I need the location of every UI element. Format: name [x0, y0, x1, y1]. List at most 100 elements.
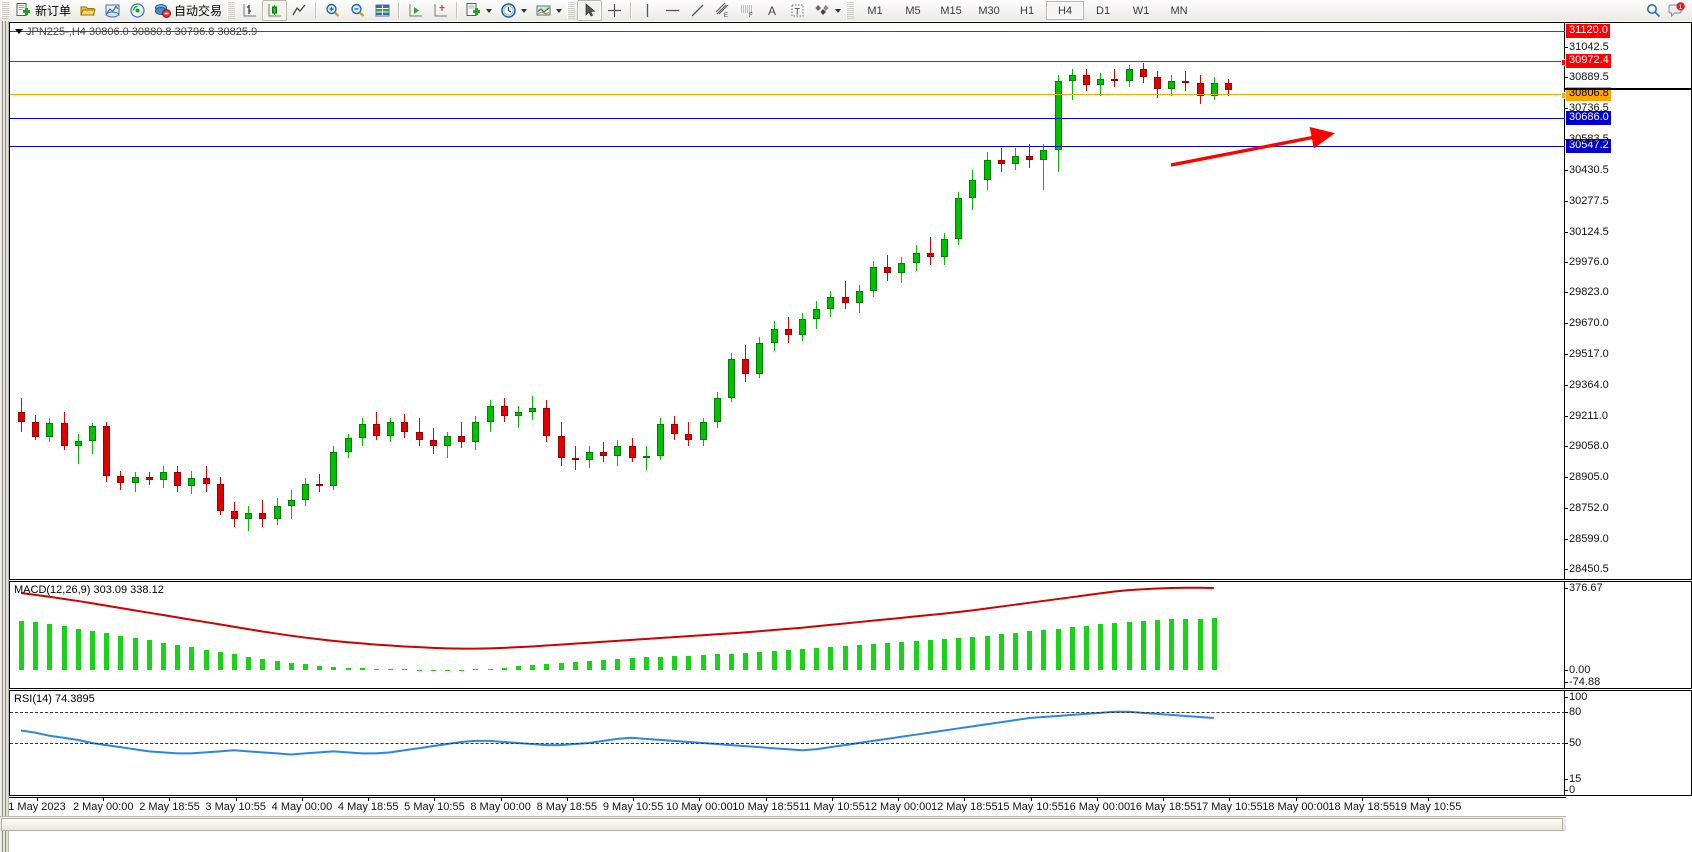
price-pane[interactable]: JPN225-,H4 30806.0 30880.8 30796.8 30825… — [9, 22, 1692, 580]
rsi-plot[interactable] — [10, 691, 1565, 795]
timeframe-m15[interactable]: M15 — [940, 4, 962, 17]
auto-scroll-button[interactable] — [403, 0, 428, 21]
bar-chart-button[interactable] — [237, 0, 262, 21]
macd-pane[interactable]: MACD(12,26,9) 303.09 338.12 376.67 0.00 -7… — [9, 581, 1692, 689]
price-line[interactable] — [10, 146, 1565, 148]
candle — [202, 23, 210, 579]
candlestick-chart-button[interactable] — [262, 0, 288, 21]
macd-histogram-bar — [501, 667, 507, 671]
macd-plot[interactable] — [10, 582, 1565, 688]
chart-collapse-triangle-icon[interactable] — [15, 29, 23, 34]
price-line[interactable] — [10, 92, 1565, 100]
candle — [1125, 23, 1133, 579]
toolbar-grip-4[interactable] — [846, 2, 855, 19]
timeframe-mn[interactable]: MN — [1170, 4, 1188, 17]
indicators-dropdown-arrow[interactable] — [486, 8, 493, 13]
rsi-axis[interactable]: 100 80 50 15 0 — [1564, 691, 1691, 796]
text-label-icon: T — [789, 2, 806, 19]
timeframe-m5[interactable]: M5 — [905, 4, 921, 17]
trendline-button[interactable] — [685, 0, 710, 21]
cursor-button[interactable] — [577, 0, 603, 21]
rsi-tick-label: 80 — [1564, 705, 1582, 718]
price-plot[interactable] — [10, 23, 1565, 579]
toolbar-separator-4 — [630, 2, 633, 19]
price-line-handle[interactable] — [1561, 58, 1565, 66]
price-line[interactable] — [10, 31, 1565, 33]
macd-axis[interactable]: 376.67 0.00 -74.88 — [1564, 582, 1691, 688]
macd-histogram-bar — [104, 633, 110, 671]
candle — [103, 23, 111, 579]
toolbar-grip-3[interactable] — [567, 2, 576, 19]
time-axis[interactable]: 1 May 2023 2 May 00:00 2 May 18:55 3 May 10… — [8, 797, 1566, 817]
macd-histogram-bar — [771, 651, 777, 671]
zoom-out-button[interactable] — [345, 0, 370, 21]
terminal-button[interactable] — [100, 0, 125, 21]
horizontal-line-button[interactable] — [660, 0, 685, 21]
line-chart-button[interactable] — [287, 0, 312, 21]
price-line-label[interactable]: 30686.0 — [1566, 111, 1611, 126]
rsi-pane[interactable]: RSI(14) 74.3895 100 80 50 15 0 — [9, 690, 1692, 796]
zoom-in-button[interactable] — [320, 0, 345, 21]
shapes-button[interactable] — [810, 0, 845, 21]
periods-dropdown-arrow[interactable] — [521, 8, 528, 13]
timeframe-h4[interactable]: H4 — [1046, 1, 1085, 20]
price-axis[interactable]: 31120.0 30972.4 30806.8 30686.0 30547.2 31042… — [1564, 23, 1691, 579]
shapes-dropdown-arrow[interactable] — [835, 8, 842, 13]
fibonacci-button[interactable]: E — [710, 0, 735, 21]
toolbar-grip[interactable] — [1, 2, 9, 19]
signals-button[interactable] — [125, 0, 150, 21]
data-window-button[interactable] — [370, 0, 395, 21]
chart-panes: JPN225-,H4 30806.0 30880.8 30796.8 30825… — [9, 21, 1692, 852]
macd-histogram-bar — [189, 647, 195, 671]
templates-button[interactable] — [531, 0, 566, 21]
templates-dropdown-arrow[interactable] — [556, 8, 563, 13]
candle — [997, 23, 1005, 579]
chart-left-grip[interactable] — [0, 21, 9, 852]
text-button[interactable]: A — [760, 0, 785, 21]
candle — [657, 23, 664, 579]
price-line-handle[interactable] — [1561, 92, 1565, 100]
toolbar-separator-1 — [315, 2, 318, 19]
time-tick-label: 16 May 00:00 — [1063, 801, 1131, 813]
scrollbar-thumb[interactable] — [1, 818, 1563, 831]
notifications-icon[interactable]: 1 — [1668, 2, 1685, 19]
timeframe-h1[interactable]: H1 — [1020, 4, 1035, 17]
macd-histogram-bar — [473, 669, 479, 671]
price-tick-label: 29058.0 — [1565, 440, 1609, 453]
price-line[interactable] — [10, 58, 1565, 66]
candle — [287, 23, 295, 579]
text-label-button[interactable]: T — [785, 0, 810, 21]
chart-shift-button[interactable] — [428, 0, 453, 21]
candle — [344, 23, 352, 579]
price-line-label[interactable]: 30547.2 — [1566, 139, 1611, 154]
new-order-label: 新订单 — [35, 3, 72, 18]
horizontal-scrollbar[interactable] — [0, 816, 1566, 831]
toolbar-grip-2[interactable] — [227, 2, 236, 19]
candle — [770, 23, 778, 579]
up-arrow-annotation[interactable] — [1165, 123, 1345, 173]
channel-button[interactable]: F — [735, 0, 760, 21]
new-order-button[interactable]: 新订单 — [11, 0, 75, 21]
crosshair-button[interactable] — [602, 0, 627, 21]
search-icon[interactable] — [1645, 2, 1662, 19]
macd-histogram-bar — [416, 669, 422, 671]
time-tick — [500, 798, 502, 801]
macd-histogram-bar — [615, 658, 621, 671]
vertical-line-button[interactable] — [635, 0, 660, 21]
time-tick — [1361, 798, 1363, 801]
price-line-label[interactable]: 31120.0 — [1566, 24, 1610, 39]
folder-button[interactable] — [75, 0, 100, 21]
price-line[interactable] — [10, 118, 1565, 120]
macd-histogram-bar — [132, 638, 138, 671]
periods-button[interactable] — [496, 0, 531, 21]
price-line-label[interactable]: 30972.4 — [1566, 53, 1611, 68]
chart-area[interactable]: JPN225-,H4 30806.0 30880.8 30796.8 30825… — [0, 21, 1692, 852]
auto-trading-button[interactable]: 自动交易 — [150, 0, 226, 21]
candle — [898, 23, 906, 579]
rsi-level-line — [10, 743, 1565, 744]
timeframe-m1[interactable]: M1 — [867, 4, 883, 17]
timeframe-w1[interactable]: W1 — [1132, 4, 1150, 17]
timeframe-m30[interactable]: M30 — [978, 4, 1000, 17]
indicators-button[interactable] — [461, 0, 496, 21]
timeframe-d1[interactable]: D1 — [1096, 4, 1111, 17]
